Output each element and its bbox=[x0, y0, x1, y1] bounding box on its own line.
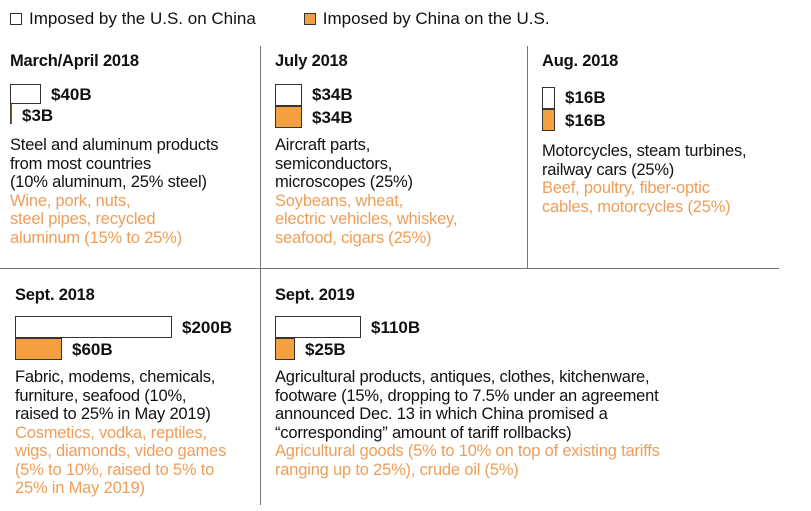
panel-description: Agricultural products, antiques, clothes… bbox=[275, 368, 660, 479]
value-label-china: $25B bbox=[305, 340, 346, 359]
panel-title: Sept. 2018 bbox=[15, 286, 95, 304]
china-tariff-text: seafood, cigars (25%) bbox=[275, 228, 432, 247]
us-tariff-text: furniture, seafood (10%, bbox=[15, 386, 187, 405]
bar-us bbox=[275, 316, 361, 338]
legend-swatch-us bbox=[10, 13, 22, 25]
us-tariff-text: Motorcycles, steam turbines, bbox=[542, 142, 747, 160]
legend-item-us: Imposed by the U.S. on China bbox=[10, 9, 256, 29]
china-tariff-text: Soybeans, wheat, bbox=[275, 191, 403, 210]
china-tariff-text: Beef, poultry, fiber-optic bbox=[542, 179, 710, 197]
china-tariff-text: (5% to 10%, raised to 5% to bbox=[15, 460, 215, 479]
china-tariff-text: aluminum (15% to 25%) bbox=[10, 228, 182, 247]
china-tariff-text: Wine, pork, nuts, bbox=[10, 191, 131, 210]
value-label-china: $16B bbox=[565, 111, 606, 130]
divider-vertical-right bbox=[527, 46, 528, 268]
us-tariff-text: Agricultural products, antiques, clothes… bbox=[275, 368, 650, 386]
us-tariff-text: footware (15%, dropping to 7.5% under an… bbox=[275, 386, 659, 405]
value-label-us: $16B bbox=[565, 88, 606, 107]
us-tariff-text: from most countries bbox=[10, 154, 152, 173]
bar-china bbox=[275, 338, 295, 360]
panel-title: July 2018 bbox=[275, 52, 348, 70]
panel-description: Steel and aluminum products from most cou… bbox=[10, 136, 219, 247]
value-label-us: $34B bbox=[312, 85, 353, 104]
us-tariff-text: raised to 25% in May 2019) bbox=[15, 405, 211, 423]
bar-us bbox=[15, 316, 172, 338]
panel-july-2018: July 2018 $34B $34B Aircraft parts, semicond… bbox=[275, 52, 520, 247]
us-tariff-text: Aircraft parts, bbox=[275, 136, 371, 154]
bar-china bbox=[275, 106, 302, 128]
us-tariff-text: (10% aluminum, 25% steel) bbox=[10, 173, 207, 191]
bar-china bbox=[542, 109, 555, 131]
legend-item-china: Imposed by China on the U.S. bbox=[303, 9, 550, 29]
bar-us bbox=[275, 84, 302, 106]
panel-aug-2018: Aug. 2018 $16B $16B Motorcycles, steam turb… bbox=[542, 52, 807, 216]
divider-horizontal bbox=[0, 268, 779, 269]
legend-label-china: Imposed by China on the U.S. bbox=[322, 9, 550, 28]
china-tariff-text: Cosmetics, vodka, reptiles, bbox=[15, 423, 207, 442]
value-label-us: $40B bbox=[51, 85, 92, 104]
panel-description: Motorcycles, steam turbines, railway cars… bbox=[542, 142, 747, 216]
us-tariff-text: semiconductors, bbox=[275, 154, 393, 173]
legend: Imposed by the U.S. on China Imposed by … bbox=[10, 9, 598, 29]
us-tariff-text: Steel and aluminum products bbox=[10, 136, 219, 154]
us-tariff-text: “corresponding” amount of tariff rollbac… bbox=[275, 423, 572, 442]
us-tariff-text: announced Dec. 13 in which China promise… bbox=[275, 405, 608, 423]
us-tariff-text: Fabric, modems, chemicals, bbox=[15, 368, 216, 386]
legend-label-us: Imposed by the U.S. on China bbox=[29, 9, 256, 28]
china-tariff-text: 25% in May 2019) bbox=[15, 479, 145, 497]
legend-swatch-china bbox=[303, 13, 316, 25]
panel-sept-2019: Sept. 2019 $110B $25B Agricultural products… bbox=[275, 286, 795, 479]
panel-title: Aug. 2018 bbox=[542, 52, 619, 70]
panel-march-april-2018: March/April 2018 $40B $3B Steel and aluminu… bbox=[10, 52, 255, 247]
value-label-china: $60B bbox=[72, 340, 113, 359]
china-tariff-text: steel pipes, recycled bbox=[10, 210, 156, 228]
us-tariff-text: railway cars (25%) bbox=[542, 160, 675, 179]
china-tariff-text: ranging up to 25%), crude oil (5%) bbox=[275, 460, 519, 479]
value-label-us: $110B bbox=[371, 318, 421, 337]
bar-us bbox=[10, 84, 41, 104]
panel-sept-2018: Sept. 2018 $200B $60B Fabric, modems, chemi… bbox=[15, 286, 257, 497]
bar-us bbox=[542, 87, 555, 109]
china-tariff-text: electric vehicles, whiskey, bbox=[275, 210, 458, 228]
value-label-china: $34B bbox=[312, 108, 353, 127]
panel-title: March/April 2018 bbox=[10, 52, 139, 70]
us-tariff-text: microscopes (25%) bbox=[275, 173, 413, 191]
bar-china bbox=[15, 338, 62, 360]
china-tariff-text: cables, motorcycles (25%) bbox=[542, 197, 731, 216]
panel-description: Fabric, modems, chemicals, furniture, sea… bbox=[15, 368, 226, 498]
bar-china bbox=[10, 104, 12, 124]
china-tariff-text: Agricultural goods (5% to 10% on top of … bbox=[275, 442, 660, 460]
value-label-china: $3B bbox=[22, 106, 54, 125]
divider-vertical-left bbox=[260, 46, 261, 505]
panel-title: Sept. 2019 bbox=[275, 286, 355, 304]
china-tariff-text: wigs, diamonds, video games bbox=[15, 442, 227, 460]
value-label-us: $200B bbox=[182, 318, 233, 337]
panel-description: Aircraft parts, semiconductors, microscope… bbox=[275, 136, 457, 247]
